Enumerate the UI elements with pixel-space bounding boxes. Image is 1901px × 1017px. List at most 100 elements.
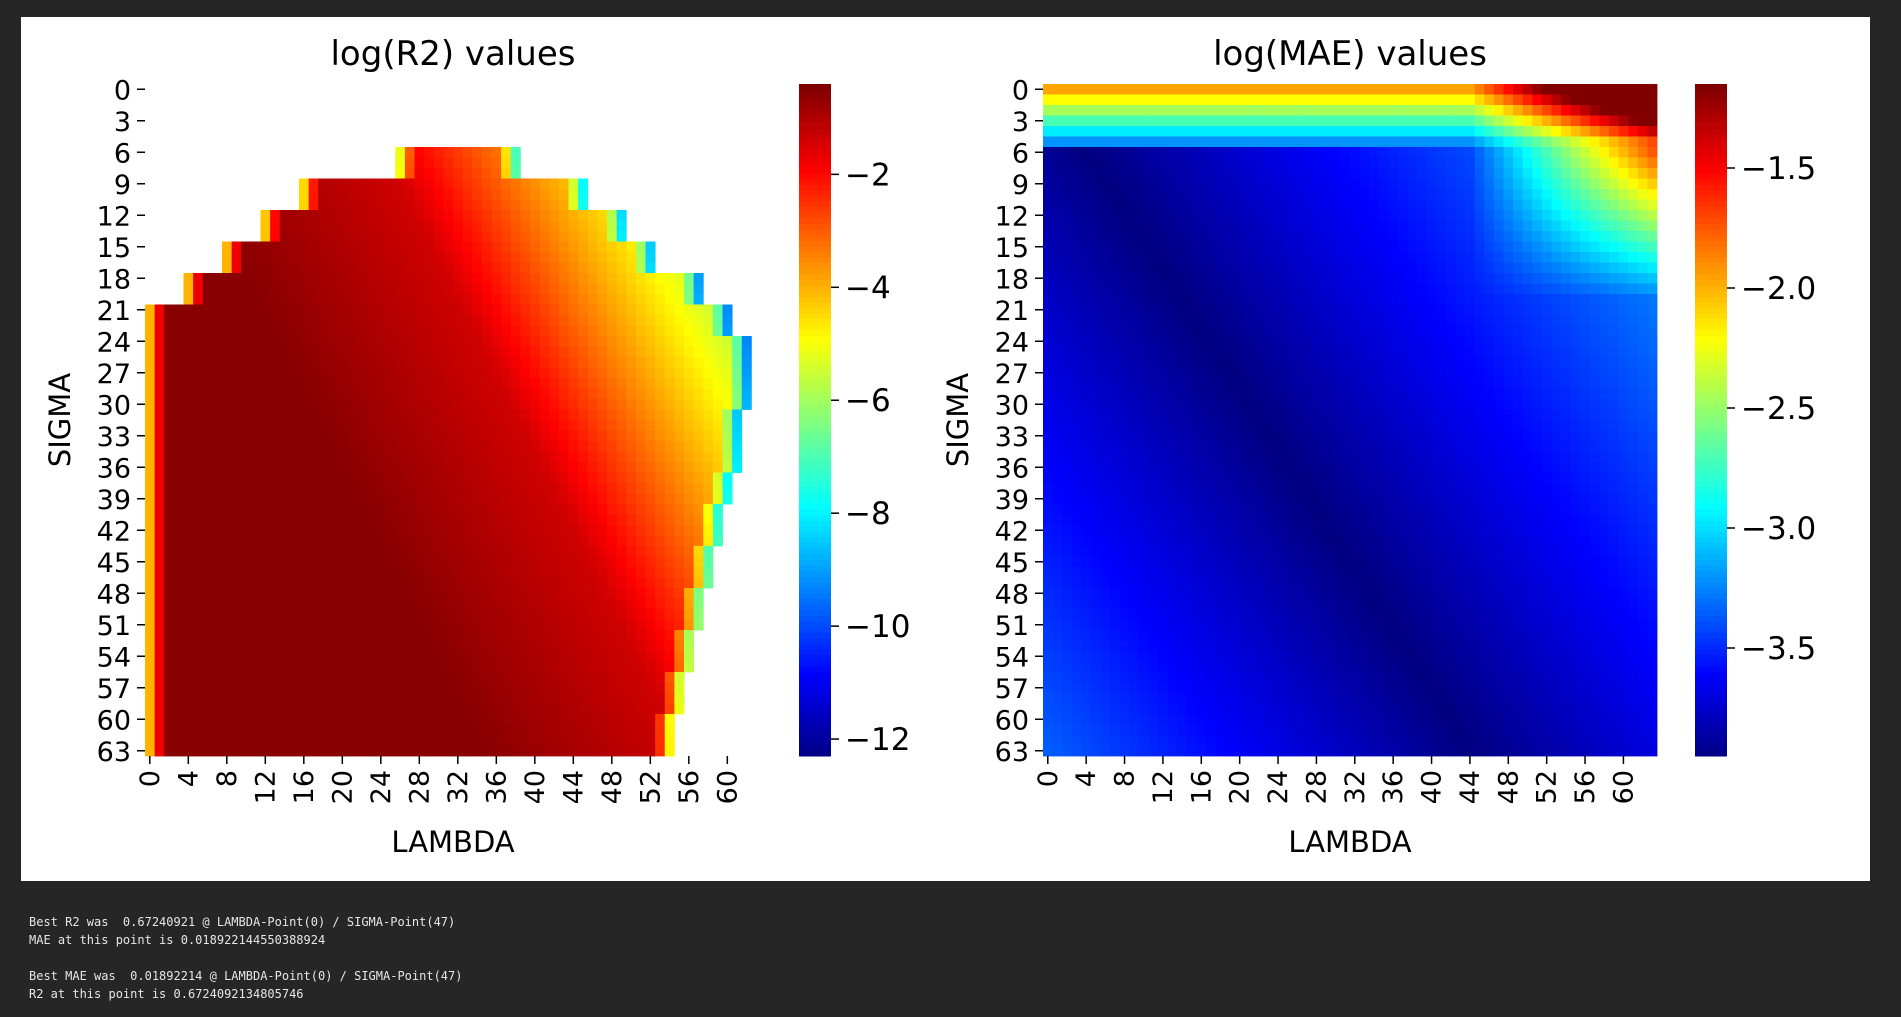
heatmap-cell — [308, 567, 319, 578]
heatmap-cell — [1407, 304, 1418, 316]
heatmap-cell — [539, 714, 550, 725]
heatmap-cell — [1062, 105, 1073, 116]
heatmap-cell — [674, 346, 685, 358]
heatmap-cell — [1426, 273, 1437, 284]
heatmap-cell — [395, 682, 406, 694]
y-tick-label: 51 — [97, 611, 131, 642]
heatmap-cell — [530, 724, 541, 736]
heatmap-cell — [1110, 273, 1121, 284]
heatmap-cell — [173, 378, 184, 389]
heatmap-cell — [1167, 315, 1178, 326]
heatmap-cell — [578, 462, 589, 473]
heatmap-cell — [520, 619, 531, 631]
heatmap-cell — [347, 724, 358, 736]
heatmap-cell — [616, 430, 627, 442]
heatmap-cell — [1340, 115, 1351, 127]
heatmap-cell — [1311, 336, 1322, 347]
heatmap-cell — [1177, 126, 1188, 137]
heatmap-cell — [1321, 189, 1332, 200]
heatmap-cell — [1234, 346, 1245, 358]
heatmap-cell — [1589, 273, 1600, 284]
heatmap-cell — [164, 483, 175, 494]
heatmap-cell — [1254, 336, 1265, 347]
heatmap-cell — [260, 651, 271, 662]
heatmap-cell — [645, 567, 656, 578]
heatmap-cell — [347, 703, 358, 715]
heatmap-cell — [1110, 304, 1121, 316]
heatmap-cell — [597, 493, 608, 505]
heatmap-cell — [587, 556, 598, 568]
heatmap-cell — [385, 346, 396, 358]
heatmap-cell — [1340, 304, 1351, 316]
heatmap-cell — [1119, 157, 1130, 169]
heatmap-cell — [222, 714, 233, 725]
heatmap-cell — [578, 714, 589, 725]
heatmap-cell — [1570, 157, 1581, 169]
heatmap-cell — [1244, 168, 1255, 179]
heatmap-cell — [270, 430, 281, 442]
heatmap-cell — [395, 525, 406, 536]
heatmap-cell — [462, 157, 473, 169]
heatmap-cell — [1426, 315, 1437, 326]
heatmap-cell — [318, 262, 329, 274]
heatmap-cell — [558, 514, 569, 526]
heatmap-cell — [1100, 346, 1111, 358]
heatmap-cell — [1321, 199, 1332, 211]
heatmap-cell — [337, 651, 348, 662]
heatmap-cell — [395, 315, 406, 326]
heatmap-cell — [279, 430, 290, 442]
heatmap-cell — [145, 378, 156, 389]
heatmap-cell — [145, 598, 156, 610]
heatmap-cell — [202, 682, 213, 694]
heatmap-cell — [481, 252, 492, 263]
heatmap-cell — [1090, 115, 1101, 127]
heatmap-cell — [279, 252, 290, 263]
heatmap-cell — [395, 210, 406, 221]
heatmap-cell — [1302, 136, 1313, 148]
heatmap-cell — [1052, 94, 1063, 106]
heatmap-cell — [1484, 157, 1495, 169]
heatmap-cell — [1321, 283, 1332, 295]
heatmap-cell — [1234, 157, 1245, 169]
heatmap-cell — [1071, 336, 1082, 347]
heatmap-cell — [395, 661, 406, 673]
heatmap-cell — [1129, 262, 1140, 274]
heatmap-cell — [299, 241, 310, 253]
heatmap-cell — [1551, 157, 1562, 169]
heatmap-cell — [674, 672, 685, 683]
heatmap-cell — [1244, 294, 1255, 305]
heatmap-cell — [1580, 115, 1591, 127]
heatmap-cell — [597, 724, 608, 736]
heatmap-cell — [347, 430, 358, 442]
heatmap-cell — [722, 430, 733, 442]
heatmap-cell — [299, 483, 310, 494]
heatmap-cell — [1637, 346, 1648, 358]
y-tick-label: 45 — [97, 548, 131, 579]
chart-title: log(R2) values — [330, 34, 575, 74]
heatmap-cell — [1100, 220, 1111, 232]
heatmap-cell — [635, 630, 646, 641]
heatmap-cell — [635, 546, 646, 557]
heatmap-cell — [645, 493, 656, 505]
heatmap-cell — [299, 661, 310, 673]
heatmap-cell — [1580, 220, 1591, 232]
heatmap-cell — [501, 357, 512, 368]
heatmap-cell — [645, 546, 656, 557]
heatmap-cell — [347, 735, 358, 746]
heatmap-cell — [616, 724, 627, 736]
heatmap-cell — [539, 703, 550, 715]
heatmap-cell — [693, 609, 704, 620]
heatmap-cell — [1522, 199, 1533, 211]
heatmap-cell — [424, 336, 435, 347]
heatmap-cell — [414, 640, 425, 652]
heatmap-cell — [607, 514, 618, 526]
heatmap-cell — [1474, 147, 1485, 158]
heatmap-cell — [1503, 262, 1514, 274]
heatmap-cell — [1196, 336, 1207, 347]
heatmap-cell — [202, 325, 213, 337]
heatmap-cell — [1330, 336, 1341, 347]
heatmap-cell — [549, 640, 560, 652]
heatmap-cell — [241, 693, 252, 704]
colorbar-segment — [799, 565, 831, 572]
heatmap-cell — [568, 567, 579, 578]
